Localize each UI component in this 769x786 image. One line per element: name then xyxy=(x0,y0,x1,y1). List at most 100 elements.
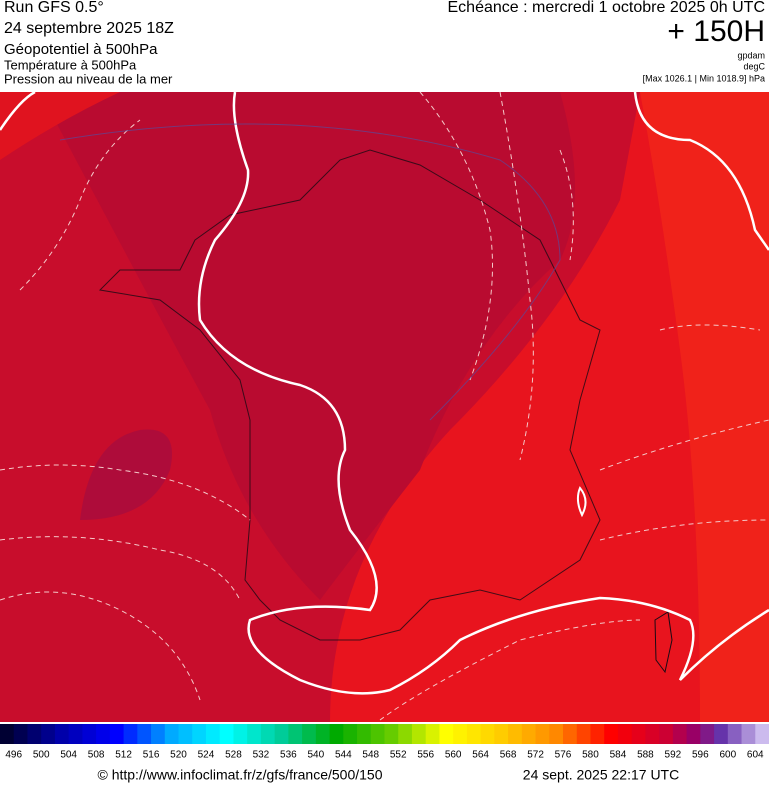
contour xyxy=(59,123,561,421)
unit: degC xyxy=(743,61,765,71)
forecast-time: Echéance : mercredi 1 octobre 2025 0h UT… xyxy=(448,0,766,16)
map xyxy=(0,90,769,722)
field-zone xyxy=(0,92,120,160)
colorbar-label: 564 xyxy=(472,750,489,761)
colorbar: 496 500 504 508 512 516 520 524 528 532 536 540 544 5… xyxy=(0,724,769,761)
color-cell xyxy=(741,724,756,744)
colorbar-label: 576 xyxy=(555,750,572,761)
colorbar-label: 592 xyxy=(665,750,682,761)
color-cell xyxy=(686,724,701,744)
run-label: Run GFS 0.5° xyxy=(4,0,104,16)
color-cell xyxy=(151,724,166,744)
subtitle: Pression au niveau de la mer xyxy=(4,71,173,86)
colorbar-label: 572 xyxy=(527,750,544,761)
colorbar-label: 500 xyxy=(33,750,50,761)
color-cell xyxy=(425,724,440,744)
color-cell xyxy=(370,724,385,744)
colorbar-label: 524 xyxy=(198,750,215,761)
color-cell xyxy=(205,724,221,744)
color-cell xyxy=(549,724,564,744)
color-cell xyxy=(631,724,646,744)
color-cell xyxy=(700,724,715,744)
color-cell xyxy=(109,724,125,744)
colorbar-label: 568 xyxy=(500,750,517,761)
colorbar-label: 596 xyxy=(692,750,709,761)
coastline xyxy=(654,611,673,674)
color-cell xyxy=(439,724,454,744)
color-cell xyxy=(672,724,688,744)
color-cell xyxy=(494,724,509,744)
field-zone xyxy=(80,429,172,520)
field-zone xyxy=(640,92,769,722)
colorbar-label: 604 xyxy=(747,750,764,761)
color-cell xyxy=(466,724,482,744)
field-zone xyxy=(330,92,769,722)
colorbar-label: 532 xyxy=(253,750,270,761)
color-cell xyxy=(260,724,276,744)
color-cell xyxy=(714,724,729,744)
colorbar-label: 508 xyxy=(88,750,105,761)
colorbar-label: 584 xyxy=(610,750,627,761)
colorbar-label: 580 xyxy=(582,750,599,761)
color-cell xyxy=(727,724,743,744)
color-cell xyxy=(164,724,180,744)
color-cell xyxy=(453,724,468,744)
color-cell xyxy=(96,724,111,744)
colorbar-label: 516 xyxy=(143,750,160,761)
color-cell xyxy=(508,724,523,744)
color-cell xyxy=(563,724,578,744)
color-cell xyxy=(247,724,262,744)
color-cell xyxy=(480,724,495,744)
pressure-range: [Max 1026.1 | Min 1018.9] hPa xyxy=(643,73,765,83)
color-cell xyxy=(41,724,56,744)
color-cell xyxy=(521,724,537,744)
colorbar-label: 512 xyxy=(115,750,132,761)
field-zone xyxy=(40,92,575,600)
color-cell xyxy=(192,724,207,744)
unit: gpdam xyxy=(737,50,765,60)
source-url: © http://www.infoclimat.fr/z/gfs/france/… xyxy=(98,767,383,783)
map-title: Géopotentiel à 500hPa xyxy=(4,41,158,58)
coastline xyxy=(98,149,601,641)
color-cell xyxy=(27,724,42,744)
color-cell xyxy=(384,724,399,744)
color-cell xyxy=(0,724,15,744)
color-cell xyxy=(535,724,550,744)
colorbar-label: 520 xyxy=(170,750,187,761)
color-cell xyxy=(398,724,413,744)
isotherms xyxy=(0,91,769,721)
color-cell xyxy=(617,724,633,744)
colorbar-label: 536 xyxy=(280,750,297,761)
colorbar-label: 540 xyxy=(307,750,324,761)
isohypses xyxy=(0,90,769,695)
run-date: 24 septembre 2025 18Z xyxy=(4,20,174,37)
colorbar-label: 552 xyxy=(390,750,407,761)
colorbar-label: 496 xyxy=(5,750,22,761)
color-cell xyxy=(302,724,317,744)
color-cell xyxy=(357,724,372,744)
color-cell xyxy=(288,724,303,744)
color-cell xyxy=(219,724,234,744)
colorbar-label: 504 xyxy=(60,750,77,761)
color-cell xyxy=(659,724,674,744)
color-cell xyxy=(329,724,344,744)
colorbar-label: 600 xyxy=(719,750,736,761)
colorbar-label: 556 xyxy=(417,750,434,761)
color-cell xyxy=(68,724,83,744)
color-cell xyxy=(274,724,289,744)
forecast-offset: + 150H xyxy=(667,15,765,48)
color-cell xyxy=(178,724,193,744)
timestamp: 24 sept. 2025 22:17 UTC xyxy=(523,767,679,783)
color-cell xyxy=(315,724,331,744)
color-cell xyxy=(123,724,138,744)
color-cell xyxy=(54,724,70,744)
colorbar-label: 560 xyxy=(445,750,462,761)
color-cell xyxy=(604,724,619,744)
colorbar-label: 528 xyxy=(225,750,242,761)
color-cell xyxy=(590,724,605,744)
color-cell xyxy=(411,724,427,744)
color-cell xyxy=(233,724,248,744)
subtitle: Température à 500hPa xyxy=(4,57,137,72)
